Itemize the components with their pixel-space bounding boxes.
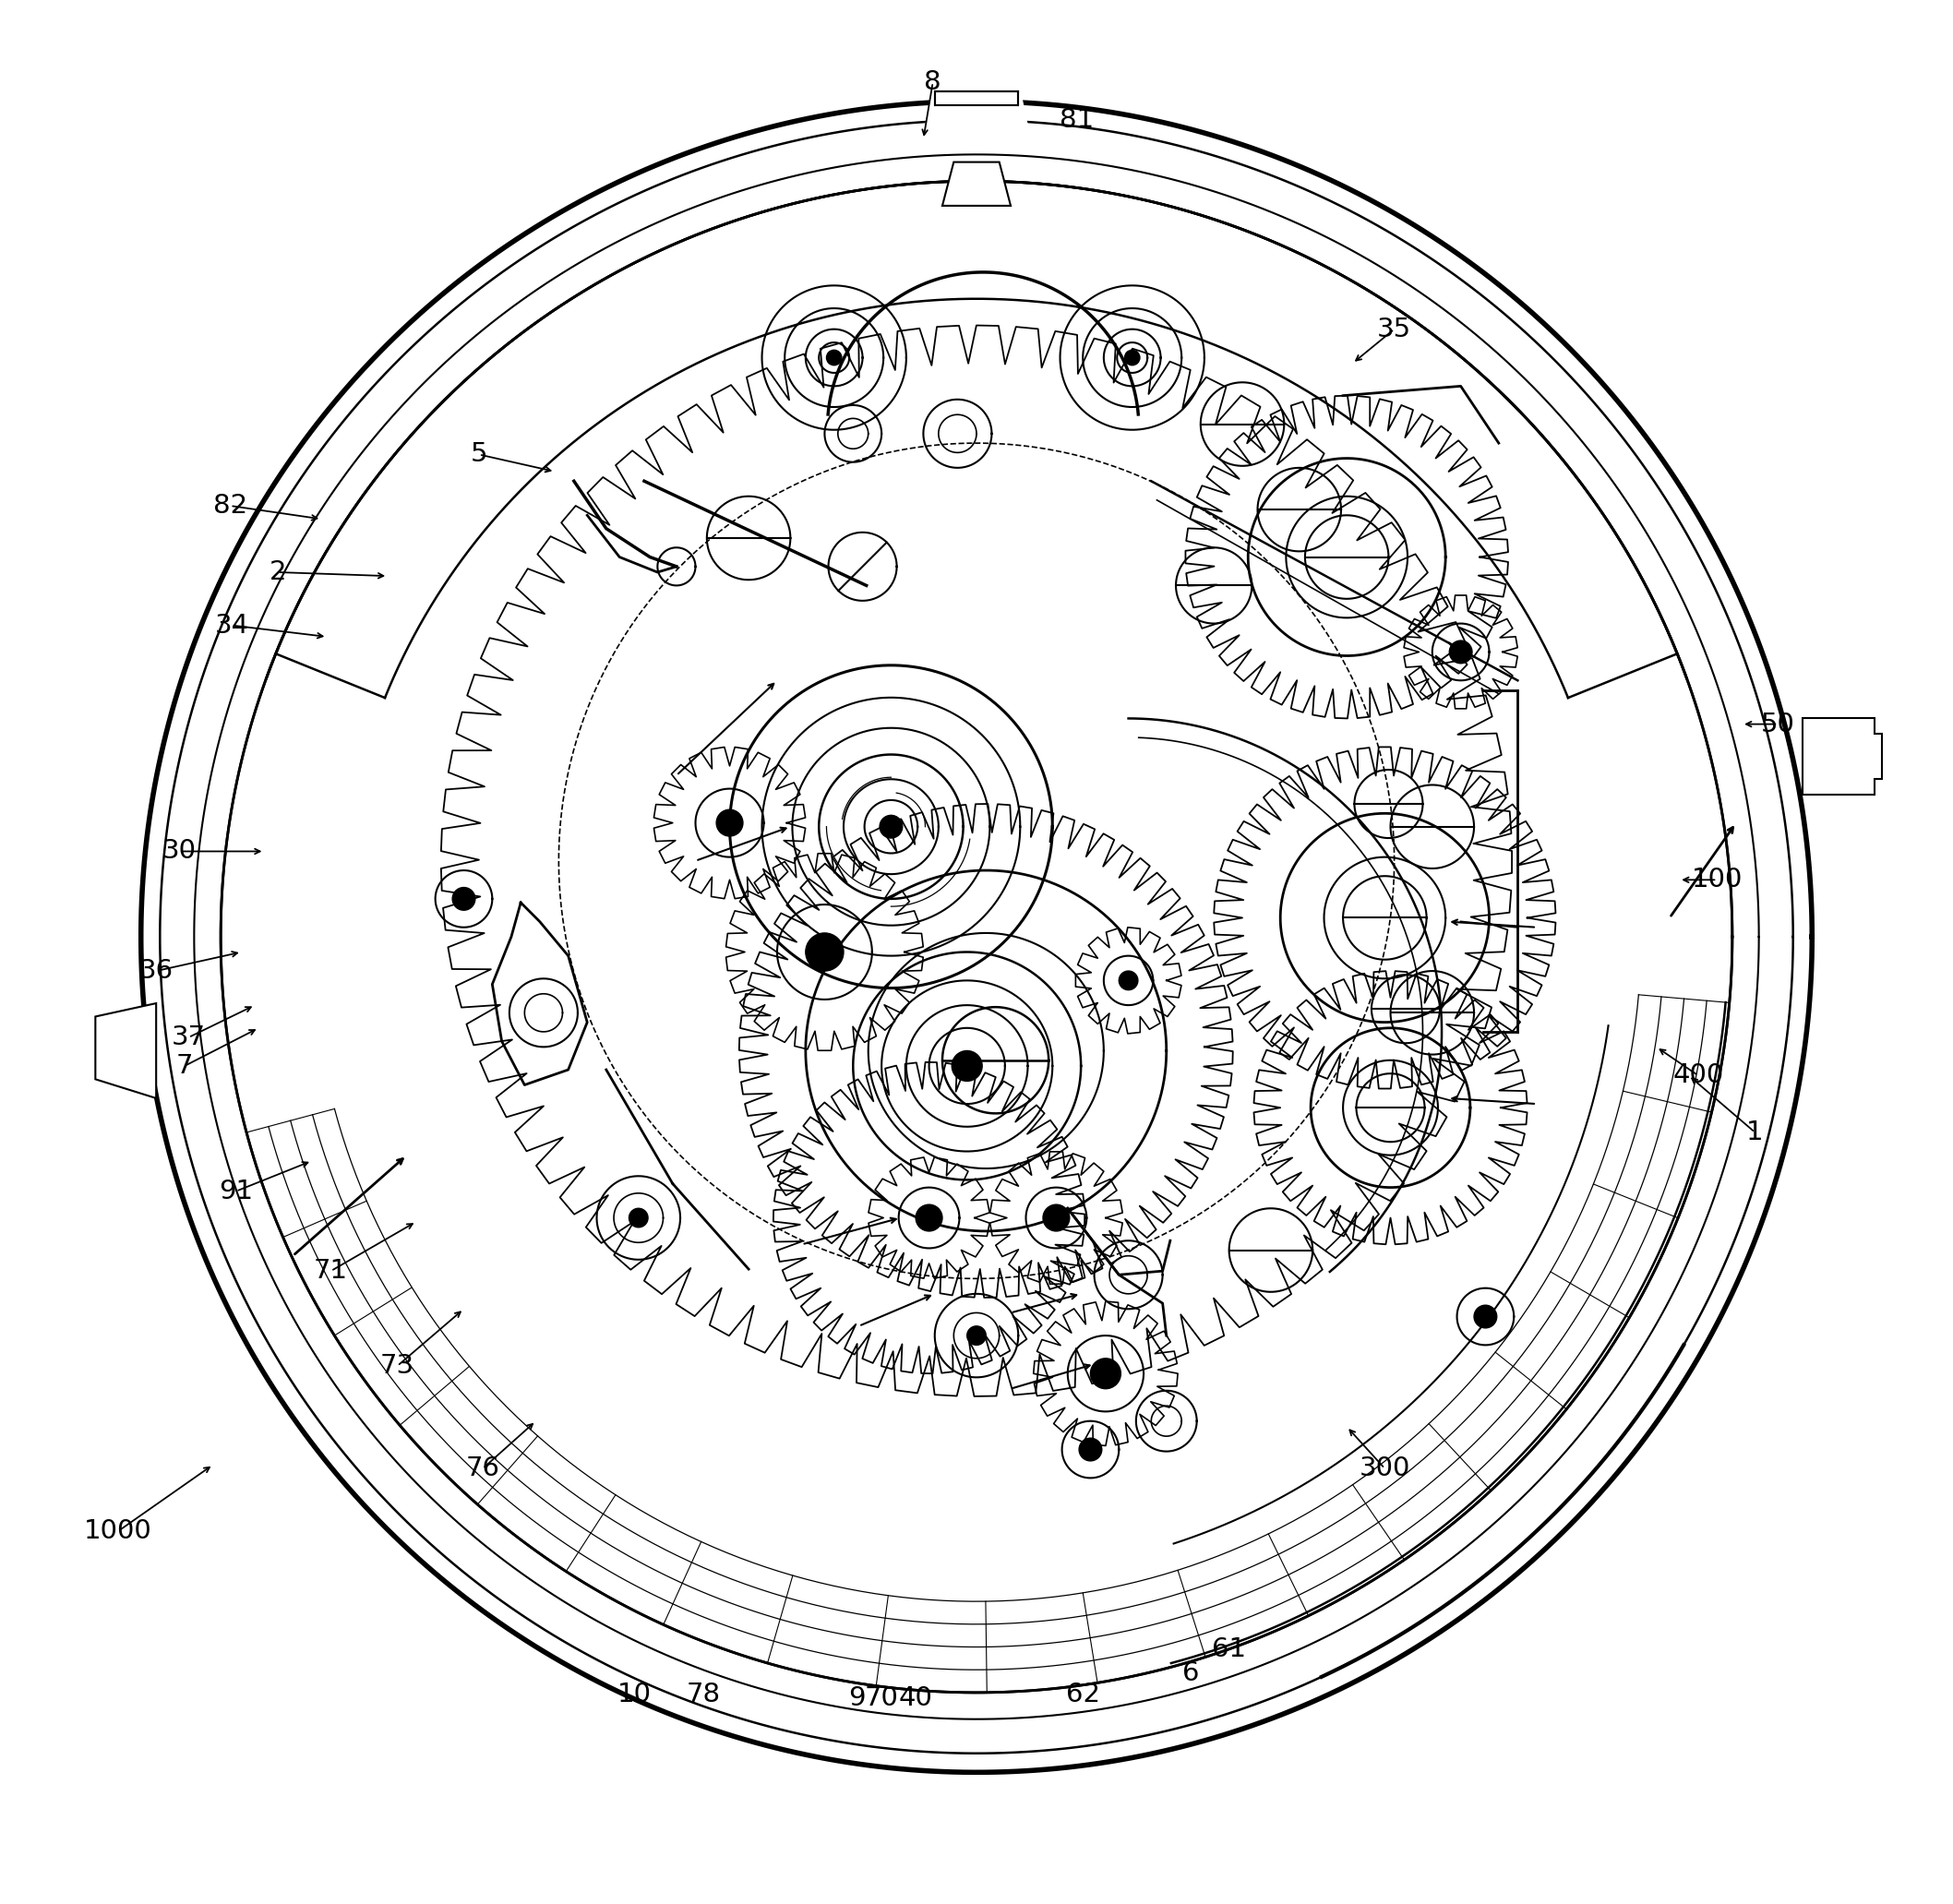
Circle shape [1043,1205,1070,1232]
Text: 82: 82 [213,493,248,518]
Text: 91: 91 [219,1179,254,1203]
Text: 2: 2 [270,560,287,585]
Text: 37: 37 [172,1024,205,1051]
Circle shape [879,815,902,838]
Circle shape [916,1205,941,1232]
Circle shape [629,1209,648,1228]
Text: 10: 10 [617,1681,652,1708]
Text: 5: 5 [471,442,488,466]
Text: 100: 100 [1691,866,1742,893]
Text: 1000: 1000 [84,1517,152,1544]
Text: 1: 1 [1746,1120,1764,1146]
Circle shape [826,350,842,366]
Text: 9: 9 [848,1685,865,1712]
Polygon shape [1803,718,1883,794]
Text: 400: 400 [1672,1062,1724,1089]
Text: 61: 61 [1213,1636,1246,1662]
Text: 40: 40 [898,1685,934,1712]
Text: 8: 8 [924,69,941,95]
Text: 300: 300 [1359,1455,1410,1481]
Polygon shape [941,162,1012,206]
Circle shape [717,809,742,836]
Circle shape [453,887,475,910]
Circle shape [967,1325,986,1344]
Text: 76: 76 [465,1455,500,1481]
Text: 34: 34 [215,613,250,638]
Text: 73: 73 [381,1354,414,1378]
Circle shape [1090,1358,1121,1388]
Circle shape [951,1051,982,1081]
Circle shape [1125,350,1141,366]
Text: 7: 7 [176,1053,193,1080]
Circle shape [805,933,844,971]
Text: 30: 30 [162,838,195,864]
Text: 6: 6 [1184,1660,1199,1687]
Text: 50: 50 [1762,712,1795,737]
Text: 62: 62 [1066,1681,1100,1708]
Circle shape [1080,1438,1101,1460]
Circle shape [1475,1304,1496,1327]
Circle shape [1119,971,1139,990]
Text: 35: 35 [1377,316,1412,343]
Text: 78: 78 [686,1681,721,1708]
Text: 70: 70 [865,1685,898,1712]
Circle shape [1449,640,1473,663]
Polygon shape [924,82,1029,135]
Text: 71: 71 [314,1259,348,1283]
Text: 36: 36 [139,958,174,984]
Polygon shape [96,1003,156,1099]
Text: 81: 81 [1060,107,1094,133]
